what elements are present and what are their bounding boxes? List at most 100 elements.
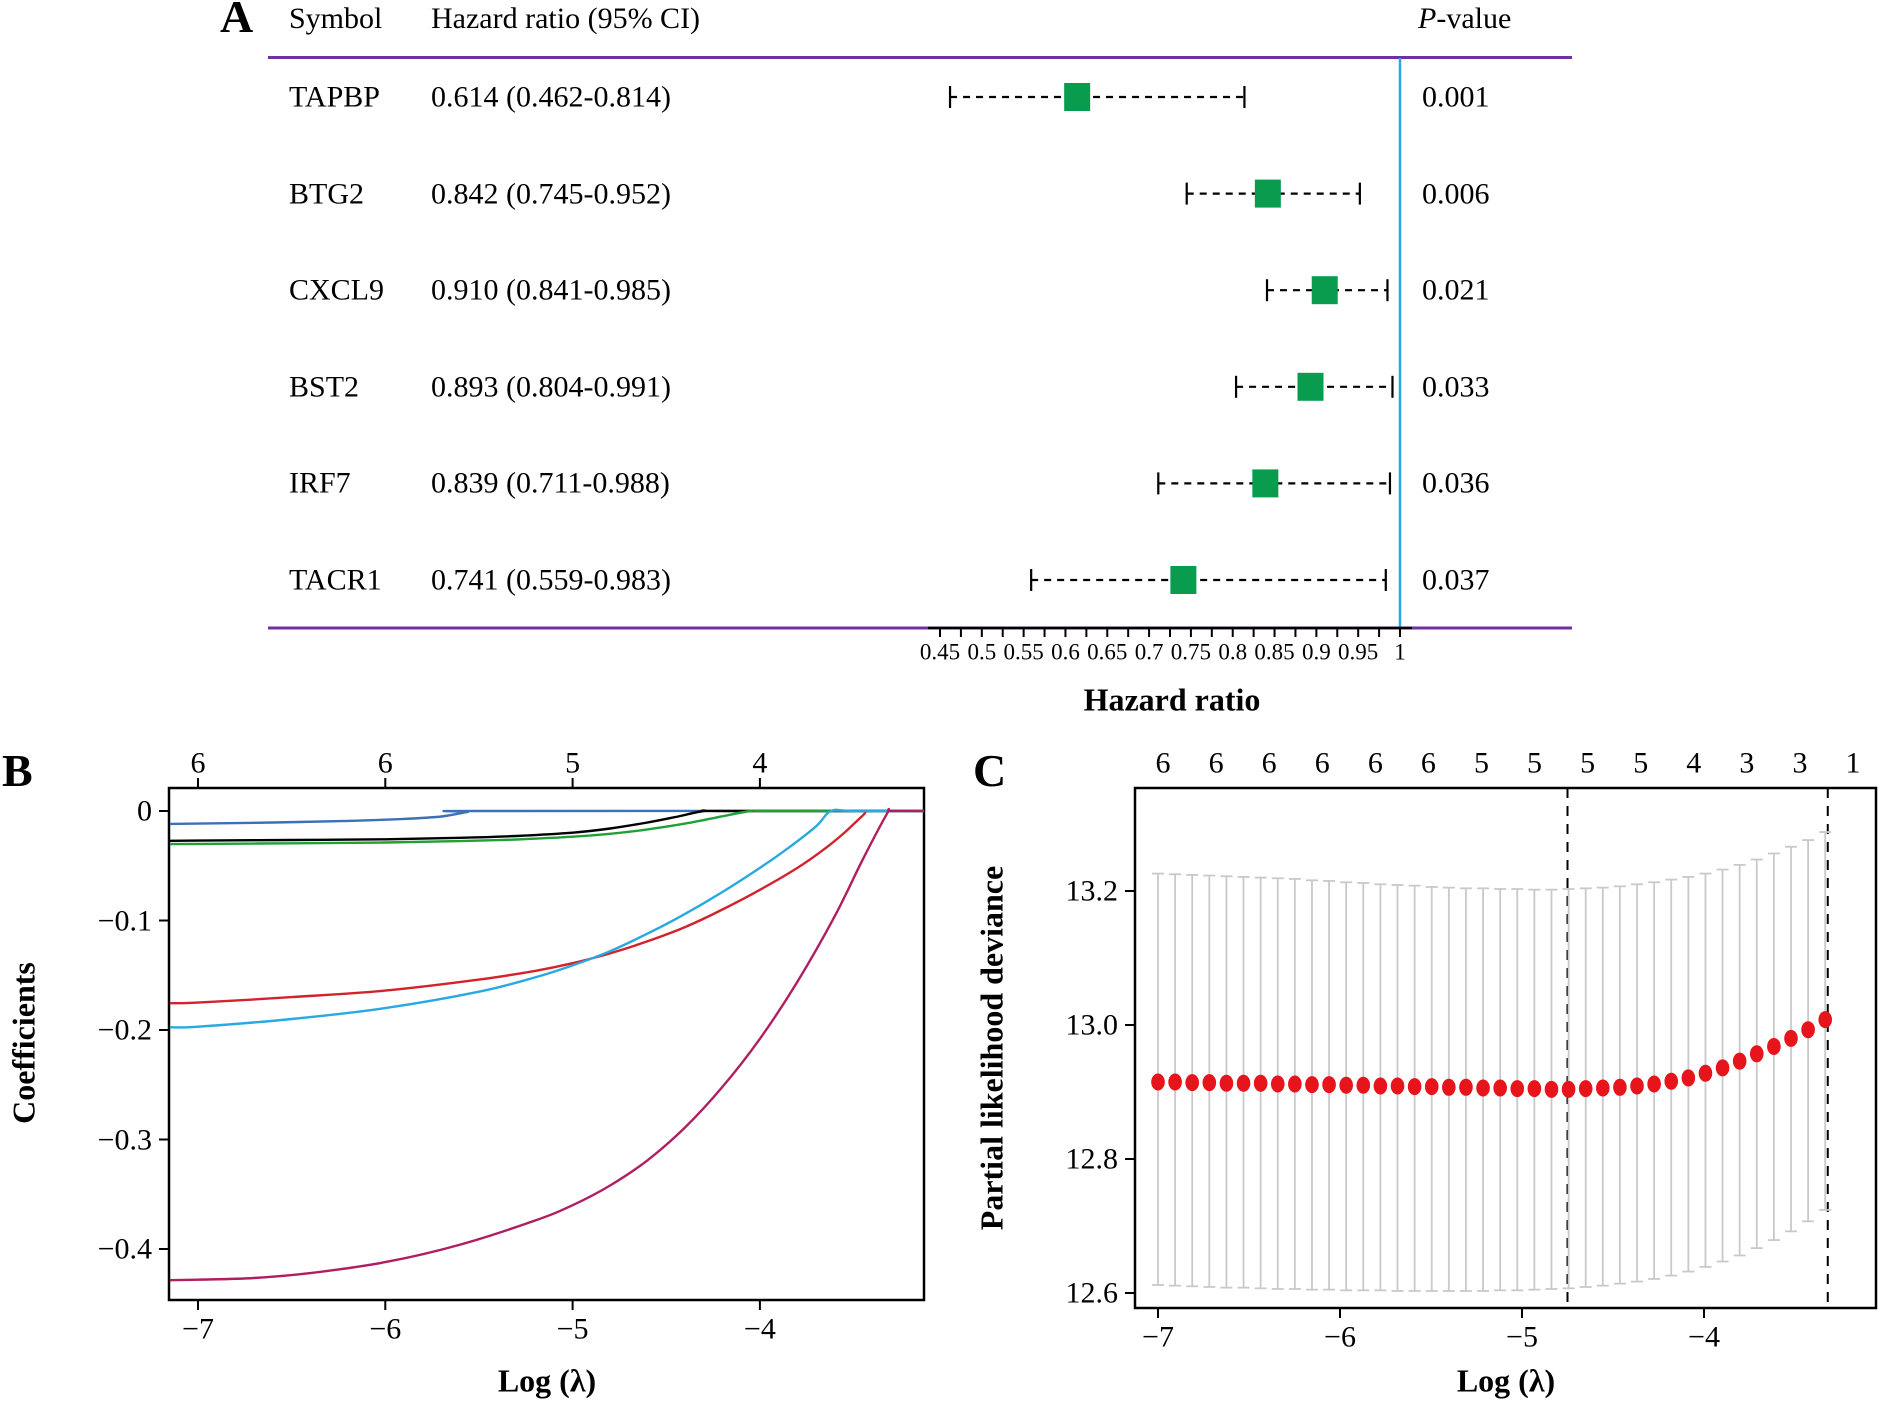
column-header-hazard-ratio: Hazard ratio (95% CI) — [431, 2, 701, 35]
cv-point — [1407, 1078, 1422, 1096]
row-ci-text: 0.842 (0.745-0.952) — [431, 177, 671, 211]
forest-row-TAPBP — [948, 83, 1246, 111]
cv-point — [1527, 1080, 1542, 1098]
cv-point — [1219, 1074, 1234, 1092]
forest-x-axis-title: Hazard ratio — [1083, 681, 1261, 718]
x-tick-label: −7 — [1142, 1320, 1174, 1354]
cv-point — [1647, 1075, 1661, 1093]
forest-x-tick-label: 0.6 — [1051, 639, 1080, 665]
cv-point — [1715, 1059, 1730, 1077]
row-ci-text: 0.741 (0.559-0.983) — [431, 563, 671, 597]
row-ci-text: 0.839 (0.711-0.988) — [431, 466, 670, 500]
row-symbol: BST2 — [289, 370, 360, 404]
panel-b-label: B — [2, 745, 33, 796]
cv-point — [1578, 1080, 1593, 1098]
forest-x-tick-label: 0.85 — [1254, 639, 1295, 665]
top-axis-df-label: 3 — [1792, 746, 1808, 780]
top-axis-df-label: 6 — [1420, 746, 1436, 780]
p-value-rest: -value — [1436, 2, 1512, 35]
forest-row-CXCL9 — [1265, 276, 1389, 305]
coefficient-path-series-4 — [169, 809, 924, 1005]
coefficient-path-series-5 — [169, 808, 924, 1029]
forest-x-tick-label: 0.7 — [1134, 639, 1164, 665]
top-axis-df-label: 5 — [1473, 746, 1489, 780]
hr-point-marker — [1064, 83, 1091, 111]
cv-point — [1630, 1077, 1644, 1095]
lasso-y-axis-title: Coefficients — [5, 962, 42, 1124]
x-tick-label: −7 — [182, 1312, 214, 1346]
top-axis-df-label: 5 — [565, 746, 581, 780]
top-axis-df-label: 6 — [190, 746, 206, 780]
forest-x-tick-label: 0.8 — [1218, 639, 1248, 665]
cv-point — [1151, 1073, 1165, 1091]
top-axis-df-label: 5 — [1580, 746, 1596, 780]
lasso-x-axis-title: Log (λ) — [497, 1362, 597, 1399]
y-tick-label: −0.4 — [97, 1232, 152, 1266]
row-ci-text: 0.614 (0.462-0.814) — [431, 80, 671, 114]
top-axis-df-label: 5 — [1633, 746, 1649, 780]
coefficient-path-series-6 — [169, 807, 924, 1282]
panel-a-label: A — [220, 0, 254, 42]
x-tick-label: −5 — [556, 1312, 589, 1346]
coefficient-path-series-2 — [169, 809, 924, 842]
cv-point — [1493, 1079, 1507, 1097]
forest-x-tick-label: 0.5 — [967, 639, 997, 665]
cv-point — [1544, 1080, 1559, 1098]
cv-point — [1168, 1073, 1182, 1091]
hr-point-marker — [1311, 276, 1338, 305]
cv-point — [1459, 1078, 1473, 1096]
top-axis-df-label: 4 — [1686, 746, 1702, 780]
cv-point — [1510, 1080, 1525, 1098]
top-axis-df-label: 6 — [1208, 746, 1224, 780]
y-tick-label: −0.3 — [97, 1123, 152, 1156]
y-tick-label: 0 — [137, 794, 152, 828]
forest-row-TACR1 — [1030, 566, 1387, 594]
x-tick-label: −6 — [369, 1312, 402, 1346]
cv-point — [1784, 1029, 1798, 1047]
cv-point — [1613, 1078, 1627, 1096]
cv-point — [1288, 1075, 1302, 1093]
x-tick-label: −5 — [1506, 1320, 1538, 1354]
row-symbol: IRF7 — [289, 466, 351, 500]
column-header-symbol: Symbol — [289, 2, 383, 35]
cv-point — [1270, 1075, 1285, 1093]
forest-plot — [268, 56, 1572, 637]
x-tick-label: −4 — [743, 1312, 776, 1346]
top-axis-df-label: 1 — [1845, 746, 1861, 780]
row-symbol: CXCL9 — [289, 273, 385, 307]
cv-point — [1236, 1074, 1251, 1092]
table-bottom-rule — [268, 626, 1572, 630]
row-symbol: BTG2 — [289, 177, 364, 211]
forest-row-BST2 — [1234, 372, 1394, 401]
cv-point — [1202, 1074, 1217, 1092]
row-symbol: TAPBP — [289, 80, 380, 114]
row-p-value: 0.001 — [1422, 80, 1490, 114]
forest-x-tick-label: 0.45 — [919, 639, 961, 665]
row-p-value: 0.033 — [1422, 370, 1490, 404]
cv-y-axis-title: Partial likelihood deviance — [973, 865, 1010, 1231]
top-axis-df-label: 6 — [377, 746, 393, 780]
cv-point — [1801, 1021, 1815, 1039]
cv-point — [1322, 1076, 1336, 1094]
row-ci-text: 0.910 (0.841-0.985) — [431, 273, 671, 307]
cv-x-axis-title: Log (λ) — [1456, 1362, 1556, 1399]
cv-point — [1818, 1011, 1833, 1029]
coefficient-path-series-3 — [169, 809, 924, 846]
top-axis-df-label: 6 — [1155, 746, 1171, 780]
forest-x-tick-label: 1 — [1394, 639, 1406, 665]
plot-frame — [167, 786, 926, 1302]
cv-point — [1749, 1045, 1764, 1063]
cv-point — [1698, 1064, 1713, 1082]
top-axis-df-label: 4 — [752, 746, 768, 780]
cv-point — [1596, 1079, 1610, 1097]
forest-row-IRF7 — [1157, 469, 1392, 498]
cv-point — [1339, 1076, 1353, 1094]
top-axis-df-label: 6 — [1261, 746, 1277, 780]
plot-frame — [1133, 786, 1878, 1310]
forest-x-tick-label: 0.75 — [1170, 639, 1212, 665]
table-top-rule — [268, 56, 1572, 59]
lasso-plot — [159, 778, 926, 1310]
row-p-value: 0.036 — [1422, 466, 1490, 500]
